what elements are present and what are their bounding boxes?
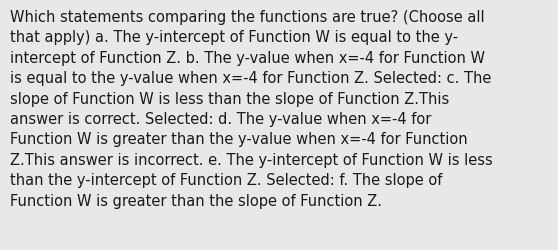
Text: Which statements comparing the functions are true? (Choose all
that apply) a. Th: Which statements comparing the functions…	[10, 10, 493, 208]
